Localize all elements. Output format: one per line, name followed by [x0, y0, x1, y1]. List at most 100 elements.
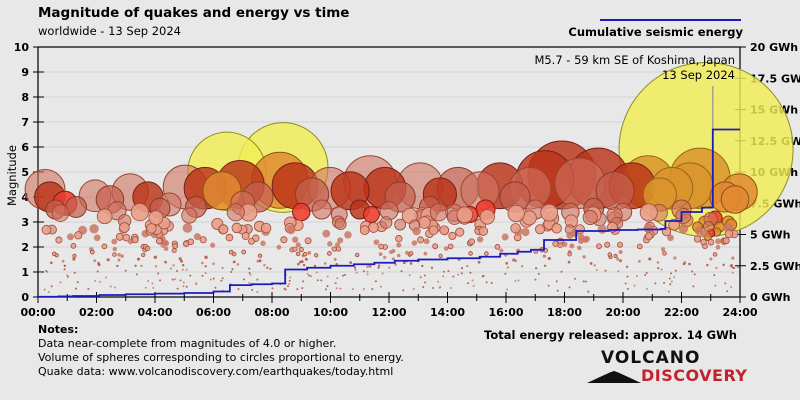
scatter-dot	[301, 287, 304, 290]
scatter-dot	[316, 279, 319, 282]
scatter-dot	[130, 203, 149, 222]
scatter-dot	[199, 236, 207, 244]
scatter-dot	[595, 268, 598, 272]
scatter-dot	[97, 261, 100, 265]
scatter-dot	[499, 248, 504, 253]
scatter-dot	[221, 266, 224, 270]
scatter-dot	[670, 272, 673, 275]
scatter-dot	[94, 279, 97, 282]
x-tick-label: 14:00	[430, 306, 465, 319]
scatter-dot	[662, 251, 667, 256]
scatter-dot	[607, 252, 613, 257]
scatter-dot	[304, 237, 312, 245]
scatter-dot	[455, 227, 465, 237]
scatter-dot	[63, 264, 67, 268]
scatter-dot	[391, 257, 395, 261]
scatter-dot	[534, 267, 538, 270]
scatter-dot	[137, 257, 141, 261]
scatter-dot	[619, 259, 622, 263]
x-tick-label: 20:00	[605, 306, 640, 319]
page-title: Magnitude of quakes and energy vs time	[38, 5, 350, 21]
scatter-dot	[613, 253, 618, 259]
scatter-dot	[432, 243, 439, 250]
scatter-dot	[423, 238, 430, 245]
y-left-tick-label: 0	[21, 291, 29, 304]
scatter-dot	[625, 265, 629, 268]
scatter-dot	[366, 273, 369, 276]
scatter-dot	[131, 236, 139, 244]
scatter-dot	[645, 271, 648, 274]
scatter-dot	[432, 286, 435, 289]
scatter-dot	[635, 274, 638, 277]
scatter-dot	[597, 224, 607, 234]
notes-url-text: Quake data: www.volcanodiscovery.com/ear…	[38, 365, 394, 378]
scatter-dot	[582, 255, 586, 259]
y-left-tick-label: 7	[21, 116, 29, 129]
scatter-dot	[567, 260, 571, 264]
scatter-dot	[248, 271, 251, 274]
scatter-dot	[582, 280, 585, 283]
scatter-dot	[116, 264, 119, 268]
scatter-dot	[682, 262, 686, 266]
scatter-dot	[551, 223, 562, 234]
scatter-dot	[424, 281, 427, 284]
scatter-dot	[115, 233, 124, 241]
scatter-dot	[521, 227, 530, 237]
scatter-dot	[218, 224, 229, 235]
scatter-dot	[626, 287, 629, 290]
scatter-dot	[157, 272, 160, 275]
scatter-dot	[381, 272, 384, 275]
scatter-dot	[220, 279, 223, 282]
scatter-dot	[560, 270, 563, 273]
scatter-dot	[313, 264, 317, 268]
quake-bubble	[292, 202, 311, 222]
scatter-dot	[494, 244, 501, 250]
scatter-dot	[644, 232, 653, 241]
scatter-dot	[678, 224, 689, 234]
scatter-dot	[576, 245, 582, 251]
scatter-dot	[722, 237, 730, 245]
scatter-dot	[249, 273, 252, 276]
scatter-dot	[236, 263, 240, 266]
scatter-dot	[248, 237, 255, 245]
scatter-dot	[226, 203, 245, 222]
scatter-dot	[517, 279, 520, 282]
scatter-dot	[472, 284, 475, 287]
scatter-dot	[417, 236, 425, 244]
scatter-dot	[644, 274, 647, 277]
scatter-dot	[151, 282, 154, 285]
scatter-dot	[260, 222, 272, 234]
scatter-dot	[562, 241, 568, 247]
scatter-dot	[334, 242, 341, 248]
x-tick-label: 00:00	[20, 306, 55, 319]
scatter-dot	[315, 271, 318, 274]
scatter-dot	[335, 287, 338, 290]
scatter-dot	[574, 277, 577, 280]
scatter-dot	[292, 246, 298, 252]
scatter-dot	[660, 247, 666, 252]
scatter-dot	[109, 285, 112, 288]
scatter-dot	[466, 264, 469, 268]
scatter-dot	[587, 290, 590, 293]
y-left-tick-label: 1	[21, 266, 29, 279]
y-left-tick-label: 4	[21, 191, 29, 204]
quake-bubble	[311, 199, 332, 220]
scatter-dot	[164, 260, 167, 264]
scatter-dot	[117, 253, 121, 257]
scatter-dot	[396, 253, 401, 258]
scatter-dot	[584, 280, 587, 283]
scatter-dot	[582, 209, 598, 225]
scatter-dot	[654, 282, 657, 285]
scatter-dot	[204, 255, 208, 259]
scatter-dot	[241, 249, 247, 255]
scatter-dot	[50, 285, 53, 288]
logo-discovery-text: DISCOVERY	[641, 366, 748, 385]
scatter-dot	[371, 288, 374, 291]
scatter-dot	[369, 265, 372, 268]
scatter-dot	[460, 272, 463, 275]
scatter-dot	[181, 268, 184, 271]
scatter-dot	[310, 275, 313, 278]
scatter-dot	[534, 278, 537, 281]
scatter-dot	[339, 287, 342, 290]
